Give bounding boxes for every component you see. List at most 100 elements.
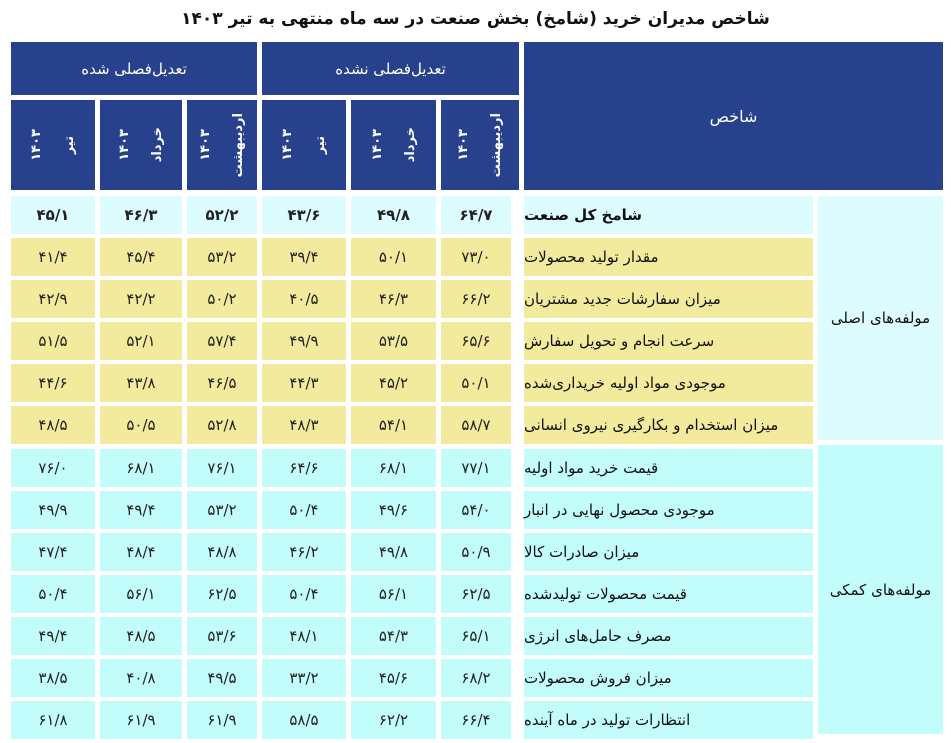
header-sa-tir: ۱۴۰۳ تیر xyxy=(11,100,95,190)
row-label: میزان سفارشات جدید مشتریان xyxy=(524,280,813,318)
value-cell-sa-2: ۴۴/۶ xyxy=(11,364,95,402)
value-cell-nsa-2: ۶۴/۶ xyxy=(262,449,346,487)
value-cell-nsa-2: ۴۸/۳ xyxy=(262,406,346,444)
value-cell-sa-1: ۴۵/۴ xyxy=(100,238,182,276)
value-cell-nsa-2: ۵۰/۴ xyxy=(262,491,346,529)
row-label: موجودی محصول نهایی در انبار xyxy=(524,491,813,529)
value-cell-sa-2: ۴۵/۱ xyxy=(11,196,95,234)
value-cell-nsa-1: ۵۴/۱ xyxy=(351,406,436,444)
value-cell-sa-1: ۴۲/۲ xyxy=(100,280,182,318)
value-cell-nsa-2: ۴۰/۵ xyxy=(262,280,346,318)
value-cell-sa-0: ۷۶/۱ xyxy=(187,449,257,487)
value-cell-sa-1: ۴۰/۸ xyxy=(100,659,182,697)
row-label: مقدار تولید محصولات xyxy=(524,238,813,276)
value-cell-sa-2: ۴۷/۴ xyxy=(11,533,95,571)
value-cell-sa-2: ۴۸/۵ xyxy=(11,406,95,444)
value-cell-nsa-1: ۴۹/۸ xyxy=(351,533,436,571)
value-cell-nsa-1: ۵۶/۱ xyxy=(351,575,436,613)
header-group-adjusted: تعدیل‌فصلی شده xyxy=(11,42,257,95)
group-aux-components: مولفه‌های کمکی xyxy=(818,445,943,734)
value-cell-nsa-1: ۶۲/۲ xyxy=(351,701,436,739)
row-label: انتظارات تولید در ماه آینده xyxy=(524,701,813,739)
row-label: مصرف حامل‌های انرژی xyxy=(524,617,813,655)
value-cell-nsa-2: ۴۴/۳ xyxy=(262,364,346,402)
row-label: قیمت خرید مواد اولیه xyxy=(524,449,813,487)
value-cell-sa-2: ۴۱/۴ xyxy=(11,238,95,276)
value-cell-nsa-1: ۴۹/۸ xyxy=(351,196,436,234)
value-cell-sa-0: ۴۶/۵ xyxy=(187,364,257,402)
value-cell-sa-0: ۴۹/۵ xyxy=(187,659,257,697)
value-cell-sa-1: ۶۱/۹ xyxy=(100,701,182,739)
value-cell-sa-0: ۵۳/۶ xyxy=(187,617,257,655)
value-cell-sa-1: ۵۶/۱ xyxy=(100,575,182,613)
value-cell-nsa-2: ۴۸/۱ xyxy=(262,617,346,655)
value-cell-sa-1: ۴۶/۳ xyxy=(100,196,182,234)
value-cell-nsa-0: ۵۰/۱ xyxy=(441,364,511,402)
row-label: موجودی مواد اولیه خریداری‌شده xyxy=(524,364,813,402)
row-label: سرعت انجام و تحویل سفارش xyxy=(524,322,813,360)
value-cell-sa-0: ۵۰/۲ xyxy=(187,280,257,318)
value-cell-nsa-1: ۵۳/۵ xyxy=(351,322,436,360)
value-cell-nsa-1: ۴۶/۳ xyxy=(351,280,436,318)
value-cell-nsa-2: ۵۸/۵ xyxy=(262,701,346,739)
header-sa-ordibehesht: ۱۴۰۳ اردیبهشت xyxy=(187,100,257,190)
value-cell-sa-0: ۴۸/۸ xyxy=(187,533,257,571)
table-title: شاخص مدیران خرید (شامخ) بخش صنعت در سه م… xyxy=(181,9,770,29)
value-cell-sa-2: ۴۹/۹ xyxy=(11,491,95,529)
value-cell-sa-1: ۴۸/۴ xyxy=(100,533,182,571)
value-cell-nsa-2: ۵۰/۴ xyxy=(262,575,346,613)
header-sa-khordad: ۱۴۰۳ خرداد xyxy=(100,100,182,190)
value-cell-nsa-1: ۵۰/۱ xyxy=(351,238,436,276)
group-main-components: مولفه‌های اصلی xyxy=(818,196,943,440)
value-cell-nsa-2: ۴۶/۲ xyxy=(262,533,346,571)
value-cell-nsa-2: ۴۳/۶ xyxy=(262,196,346,234)
row-label: میزان صادرات کالا xyxy=(524,533,813,571)
value-cell-sa-1: ۴۳/۸ xyxy=(100,364,182,402)
value-cell-nsa-0: ۶۶/۴ xyxy=(441,701,511,739)
value-cell-nsa-0: ۶۸/۲ xyxy=(441,659,511,697)
value-cell-nsa-0: ۵۰/۹ xyxy=(441,533,511,571)
value-cell-nsa-0: ۶۵/۱ xyxy=(441,617,511,655)
value-cell-sa-1: ۵۲/۱ xyxy=(100,322,182,360)
value-cell-nsa-0: ۶۶/۲ xyxy=(441,280,511,318)
value-cell-sa-0: ۵۳/۲ xyxy=(187,491,257,529)
value-cell-sa-0: ۵۷/۴ xyxy=(187,322,257,360)
value-cell-sa-1: ۶۸/۱ xyxy=(100,449,182,487)
value-cell-sa-2: ۴۲/۹ xyxy=(11,280,95,318)
value-cell-sa-0: ۵۲/۸ xyxy=(187,406,257,444)
value-cell-sa-2: ۳۸/۵ xyxy=(11,659,95,697)
value-cell-sa-0: ۵۲/۲ xyxy=(187,196,257,234)
value-cell-nsa-0: ۶۲/۵ xyxy=(441,575,511,613)
value-cell-nsa-2: ۴۹/۹ xyxy=(262,322,346,360)
value-cell-nsa-0: ۶۴/۷ xyxy=(441,196,511,234)
value-cell-sa-2: ۵۱/۵ xyxy=(11,322,95,360)
value-cell-nsa-1: ۴۵/۲ xyxy=(351,364,436,402)
header-group-not-adjusted: تعدیل‌فصلی نشده xyxy=(262,42,519,95)
value-cell-sa-2: ۵۰/۴ xyxy=(11,575,95,613)
value-cell-sa-1: ۴۹/۴ xyxy=(100,491,182,529)
value-cell-nsa-2: ۳۳/۲ xyxy=(262,659,346,697)
value-cell-sa-2: ۶۱/۸ xyxy=(11,701,95,739)
value-cell-sa-2: ۷۶/۰ xyxy=(11,449,95,487)
header-nsa-khordad: ۱۴۰۳ خرداد xyxy=(351,100,436,190)
row-label: قیمت محصولات تولیدشده xyxy=(524,575,813,613)
value-cell-nsa-0: ۷۳/۰ xyxy=(441,238,511,276)
value-cell-nsa-1: ۶۸/۱ xyxy=(351,449,436,487)
row-label: میزان استخدام و بکارگیری نیروی انسانی xyxy=(524,406,813,444)
value-cell-sa-1: ۵۰/۵ xyxy=(100,406,182,444)
value-cell-sa-0: ۶۱/۹ xyxy=(187,701,257,739)
value-cell-sa-0: ۵۳/۲ xyxy=(187,238,257,276)
row-label: میزان فروش محصولات xyxy=(524,659,813,697)
value-cell-nsa-1: ۵۴/۳ xyxy=(351,617,436,655)
value-cell-nsa-1: ۴۵/۶ xyxy=(351,659,436,697)
value-cell-nsa-0: ۵۴/۰ xyxy=(441,491,511,529)
value-cell-nsa-2: ۳۹/۴ xyxy=(262,238,346,276)
header-nsa-tir: ۱۴۰۳ تیر xyxy=(262,100,346,190)
value-cell-sa-2: ۴۹/۴ xyxy=(11,617,95,655)
header-indicator: شاخص xyxy=(524,42,943,190)
value-cell-nsa-1: ۴۹/۶ xyxy=(351,491,436,529)
value-cell-nsa-0: ۷۷/۱ xyxy=(441,449,511,487)
value-cell-nsa-0: ۶۵/۶ xyxy=(441,322,511,360)
header-indicator-label: شاخص xyxy=(709,106,758,126)
value-cell-sa-1: ۴۸/۵ xyxy=(100,617,182,655)
